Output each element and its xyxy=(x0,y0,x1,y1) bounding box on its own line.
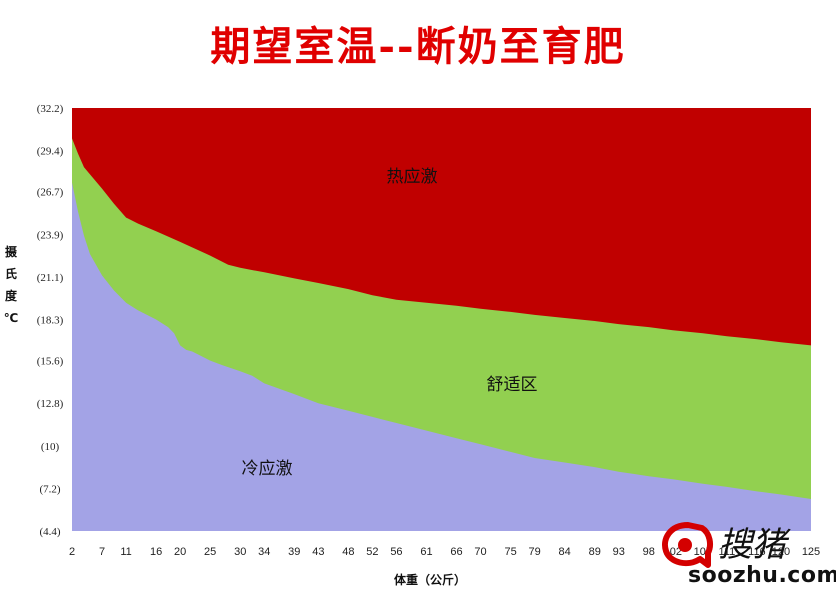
x-tick-label: 111 xyxy=(719,546,736,558)
watermark: 搜猪 soozhu.com xyxy=(658,515,836,593)
y-axis-label-char: 摄 xyxy=(5,244,18,259)
x-tick-label: 11 xyxy=(120,546,131,558)
area-冷应激 xyxy=(72,182,811,531)
x-axis-label: 体重（公斤） xyxy=(394,572,466,587)
x-tick-label: 16 xyxy=(150,546,162,558)
x-tick-label: 34 xyxy=(258,546,270,558)
y-axis-label-char: 度 xyxy=(5,288,18,303)
y-tick-label: (15.6) xyxy=(37,356,64,368)
y-tick-label: (18.3) xyxy=(37,315,64,327)
x-tick-label: 89 xyxy=(589,546,601,558)
x-tick-label: 125 xyxy=(802,546,820,558)
zone-label-热应激: 热应激 xyxy=(387,167,438,187)
zone-label-冷应激: 冷应激 xyxy=(242,459,293,479)
x-tick-label: 43 xyxy=(312,546,324,558)
x-tick-label: 66 xyxy=(450,546,462,558)
y-tick-label: (23.9) xyxy=(37,229,64,241)
x-tick-label: 48 xyxy=(342,546,354,558)
watermark-text: soozhu.com xyxy=(688,563,836,588)
chart-areas xyxy=(72,108,811,531)
y-axis-label-char: 氏 xyxy=(5,266,17,281)
y-axis-ticks: (4.4) (7.2) (10) (12.8) (15.6) (18.3) (21.1) (2… xyxy=(37,103,64,538)
watermark-brand: 搜猪 xyxy=(718,525,786,565)
y-axis-label: 摄氏度 ℃ xyxy=(4,244,19,325)
x-tick-label: 120 xyxy=(772,546,790,558)
soozhu-logo-icon xyxy=(662,522,713,568)
y-tick-label: (21.1) xyxy=(37,272,64,284)
x-tick-label: 79 xyxy=(529,546,541,558)
x-tick-label: 56 xyxy=(390,546,402,558)
x-tick-label: 93 xyxy=(613,546,625,558)
x-tick-label: 7 xyxy=(99,546,105,558)
x-tick-label: 30 xyxy=(234,546,246,558)
x-tick-label: 20 xyxy=(174,546,186,558)
zone-labels: 冷应激 舒适区 热应激 xyxy=(242,167,538,479)
y-tick-label: (32.2) xyxy=(37,103,64,115)
x-tick-label: 70 xyxy=(474,546,486,558)
x-tick-label: 75 xyxy=(504,546,516,558)
y-axis-label-char: ℃ xyxy=(4,311,19,325)
y-tick-label: (10) xyxy=(41,441,60,453)
chart-title: 期望室温--断奶至育肥 xyxy=(210,23,626,70)
x-tick-label: 52 xyxy=(366,546,378,558)
x-axis-ticks: 2 7 11 16 20 25 30 34 39 43 48 52 56 61 66 70 75 79 84 89 93… xyxy=(69,546,820,558)
x-tick-label: 61 xyxy=(420,546,432,558)
x-tick-label: 25 xyxy=(204,546,216,558)
x-tick-label: 98 xyxy=(643,546,655,558)
y-tick-label: (7.2) xyxy=(39,483,60,495)
x-tick-label: 116 xyxy=(748,546,766,558)
y-tick-label: (29.4) xyxy=(37,146,64,158)
x-tick-label: 84 xyxy=(559,546,571,558)
x-tick-label: 39 xyxy=(288,546,300,558)
x-tick-label: 2 xyxy=(69,546,75,558)
y-tick-label: (12.8) xyxy=(37,398,64,410)
y-tick-label: (26.7) xyxy=(37,187,64,199)
y-tick-label: (4.4) xyxy=(39,526,60,538)
zone-label-舒适区: 舒适区 xyxy=(487,375,538,395)
